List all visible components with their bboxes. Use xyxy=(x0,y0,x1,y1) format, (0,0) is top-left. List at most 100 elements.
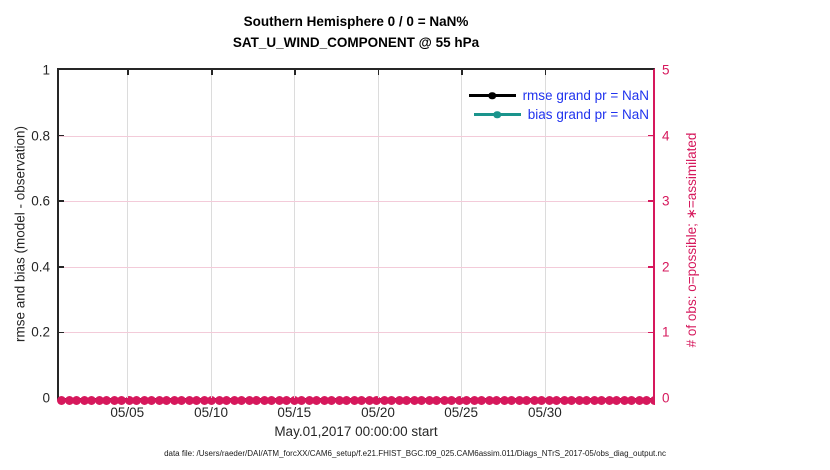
obs-marker xyxy=(357,395,366,405)
left-tick xyxy=(59,200,64,202)
obs-marker xyxy=(342,395,351,405)
right-tick xyxy=(648,134,653,137)
obs-marker xyxy=(574,395,584,405)
obs-marker xyxy=(139,395,149,405)
obs-marker xyxy=(327,395,336,405)
obs-marker xyxy=(184,395,194,405)
obs-marker xyxy=(289,395,299,405)
obs-marker xyxy=(304,395,314,405)
obs-marker xyxy=(439,395,449,405)
obs-marker xyxy=(94,395,104,405)
vertical-gridline xyxy=(127,70,129,398)
obs-marker xyxy=(649,395,655,405)
x-tick-label: 05/20 xyxy=(361,405,395,420)
obs-marker xyxy=(394,395,404,405)
top-tick xyxy=(294,70,296,75)
obs-marker xyxy=(147,395,156,405)
obs-marker xyxy=(72,395,81,405)
obs-marker xyxy=(57,395,66,405)
left-tick-label: 0.4 xyxy=(31,259,50,275)
obs-marker xyxy=(492,395,501,405)
top-tick xyxy=(377,70,380,75)
obs-marker xyxy=(259,395,269,405)
obs-marker xyxy=(604,395,614,405)
left-tick-label: 0.8 xyxy=(31,128,50,144)
right-tick-label: 1 xyxy=(662,324,670,340)
obs-marker xyxy=(424,395,434,405)
left-tick-label: 0.6 xyxy=(31,193,50,209)
top-tick xyxy=(127,70,129,75)
obs-marker xyxy=(514,395,524,405)
legend-marker-dot xyxy=(493,110,502,119)
left-tick xyxy=(59,134,64,137)
legend-row: bias grand pr = NaN xyxy=(469,105,649,124)
obs-marker xyxy=(244,395,254,405)
obs-marker xyxy=(124,395,134,405)
vertical-gridline xyxy=(461,70,463,398)
obs-marker xyxy=(132,395,141,405)
obs-marker xyxy=(222,395,231,405)
data-file-path: data file: /Users/raeder/DAI/ATM_forcXX/… xyxy=(164,449,666,458)
x-tick-label: 05/10 xyxy=(194,405,228,420)
obs-marker xyxy=(612,395,621,405)
chart-title-block: Southern Hemisphere 0 / 0 = NaN% SAT_U_W… xyxy=(57,11,655,53)
obs-marker xyxy=(537,395,546,405)
right-tick-label: 3 xyxy=(662,193,670,209)
obs-marker xyxy=(454,395,464,405)
obs-marker xyxy=(477,395,486,405)
top-tick xyxy=(461,70,463,75)
obs-marker xyxy=(267,395,276,405)
left-tick-label: 0 xyxy=(42,390,50,406)
x-tick-label: 05/15 xyxy=(277,405,312,420)
obs-marker xyxy=(87,395,96,405)
chart-subtitle: SAT_U_WIND_COMPONENT @ 55 hPa xyxy=(232,35,480,50)
obs-marker xyxy=(597,395,606,405)
obs-marker xyxy=(214,395,224,405)
horizontal-gridline xyxy=(59,135,653,137)
x-tick-label: 05/25 xyxy=(444,405,479,420)
obs-marker xyxy=(589,395,599,405)
chart-title: Southern Hemisphere 0 / 0 = NaN% xyxy=(243,14,469,29)
obs-marker xyxy=(319,395,329,405)
horizontal-gridline xyxy=(59,332,653,334)
legend-row: rmse grand pr = NaN xyxy=(468,86,649,105)
obs-marker xyxy=(634,395,644,405)
obs-marker xyxy=(169,395,179,405)
x-tick-label: 05/05 xyxy=(110,405,145,420)
vertical-gridline xyxy=(377,70,379,398)
obs-marker xyxy=(349,395,359,405)
legend-line-sample xyxy=(473,110,521,119)
legend-label: rmse grand pr = NaN xyxy=(522,88,649,103)
vertical-gridline xyxy=(211,70,213,398)
left-tick-label: 0.2 xyxy=(31,324,50,340)
legend-line-sample xyxy=(468,91,516,100)
top-tick xyxy=(211,70,213,75)
top-tick xyxy=(544,70,547,75)
obs-marker xyxy=(237,395,246,405)
obs-marker xyxy=(379,395,389,405)
obs-marker xyxy=(387,395,396,405)
obs-marker xyxy=(117,395,126,405)
legend-label: bias grand pr = NaN xyxy=(527,107,649,122)
obs-marker xyxy=(102,395,111,405)
obs-marker xyxy=(364,395,374,405)
horizontal-gridline xyxy=(59,266,653,268)
obs-marker xyxy=(552,395,561,405)
obs-marker xyxy=(469,395,479,405)
x-tick-label: 05/30 xyxy=(527,405,562,420)
obs-marker xyxy=(109,395,119,405)
left-y-axis-label: rmse and bias (model - observation) xyxy=(12,125,28,343)
left-tick xyxy=(59,266,64,268)
obs-marker xyxy=(312,395,321,405)
obs-marker xyxy=(409,395,419,405)
obs-marker xyxy=(282,395,291,405)
right-tick-label: 4 xyxy=(662,128,670,144)
obs-marker xyxy=(79,395,89,405)
obs-marker xyxy=(64,395,74,405)
plot-area: rmse grand pr = NaN bias grand pr = NaN 0… xyxy=(31,63,669,421)
obs-marker xyxy=(619,395,629,405)
right-tick-label: 5 xyxy=(662,62,670,78)
obs-marker xyxy=(627,395,636,405)
obs-marker xyxy=(207,395,216,405)
right-tick xyxy=(648,331,653,334)
